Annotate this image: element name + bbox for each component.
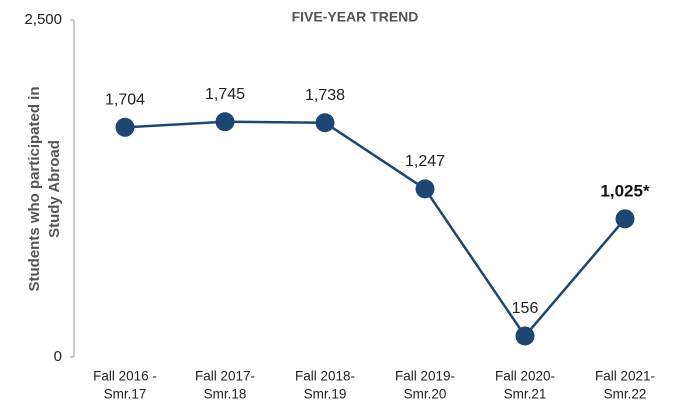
x-tick-label: Fall 2021- [595, 369, 655, 384]
data-label: 156 [512, 300, 539, 317]
data-label: 1,025* [600, 181, 650, 200]
marker [515, 326, 535, 346]
y-tick-label: 0 [54, 348, 62, 365]
data-label: 1,745 [205, 86, 245, 103]
x-tick-label: Fall 2020- [495, 369, 555, 384]
data-label: 1,247 [405, 153, 445, 170]
x-tick-label: Fall 2018- [295, 369, 355, 384]
x-tick-label: Smr.20 [404, 387, 447, 402]
x-tick-label: Fall 2016 - [93, 369, 157, 384]
x-tick-label: Smr.22 [604, 387, 647, 402]
x-tick-label: Smr.19 [304, 387, 347, 402]
marker [115, 117, 135, 137]
x-tick-label: Smr.18 [204, 387, 247, 402]
marker [315, 113, 335, 133]
x-tick-label: Fall 2019- [395, 369, 455, 384]
y-axis-label-line: Students who participated in [26, 86, 43, 291]
data-label: 1,738 [305, 87, 345, 104]
marker [415, 179, 435, 199]
data-label: 1,704 [105, 92, 145, 109]
y-tick-label: 2,500 [24, 11, 62, 28]
line [124, 120, 626, 339]
x-tick-label: Smr.21 [504, 387, 547, 402]
chart-title: FIVE-YEAR TREND [292, 9, 419, 25]
marker [215, 112, 235, 132]
y-axis-label: Students who participated in Study Abroa… [26, 86, 63, 291]
x-tick-label: Fall 2017- [195, 369, 255, 384]
x-tick-label: Smr.17 [104, 387, 147, 402]
y-axis-label-line: Study Abroad [46, 140, 63, 238]
marker [615, 209, 635, 229]
